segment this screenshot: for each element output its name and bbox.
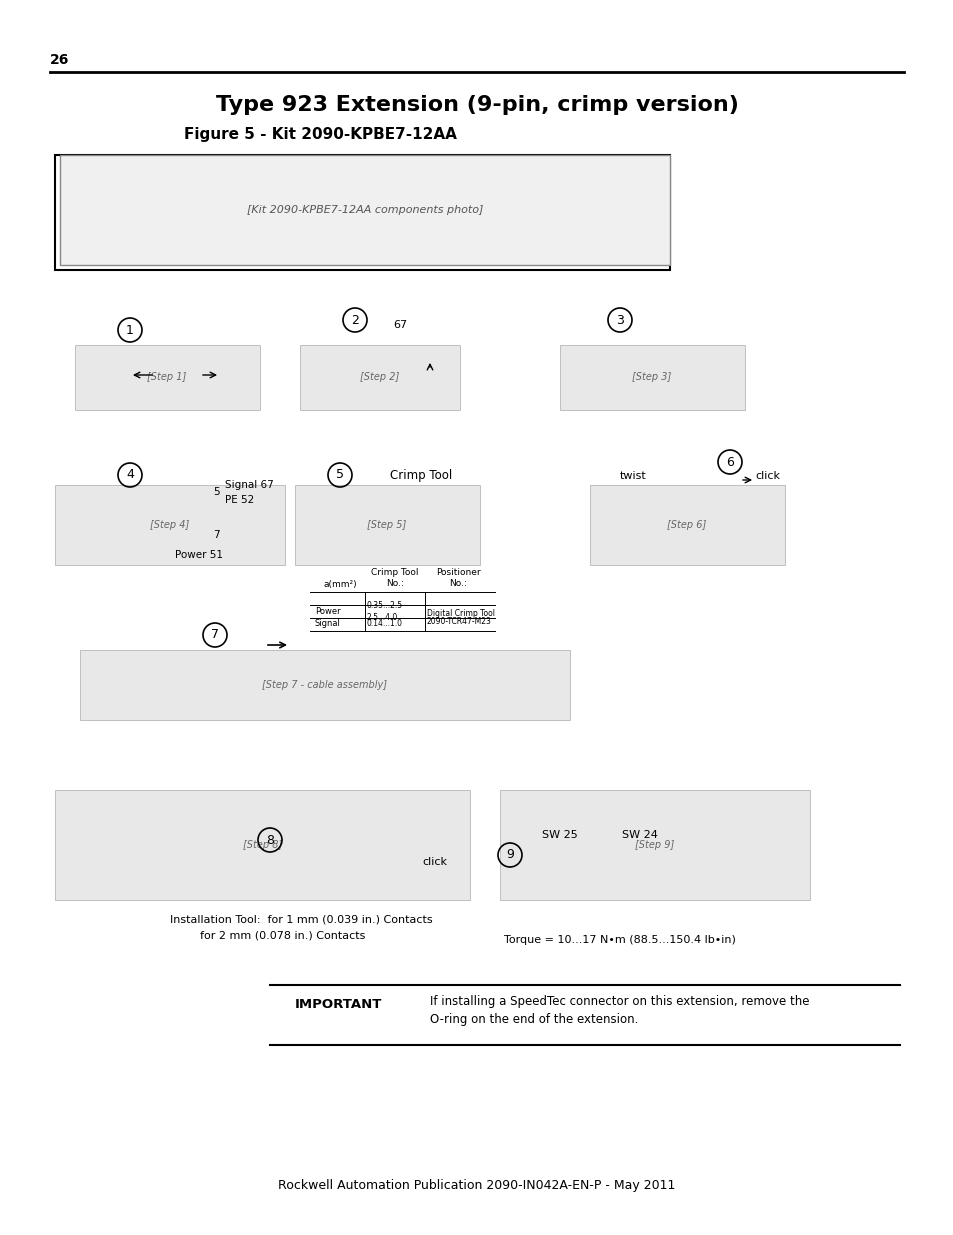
FancyBboxPatch shape — [559, 345, 744, 410]
Text: Crimp Tool: Crimp Tool — [390, 469, 452, 483]
FancyBboxPatch shape — [55, 485, 285, 564]
FancyBboxPatch shape — [55, 790, 470, 900]
Text: [Step 5]: [Step 5] — [367, 520, 406, 530]
Text: for 2 mm (0.078 in.) Contacts: for 2 mm (0.078 in.) Contacts — [200, 930, 365, 940]
Text: Power: Power — [314, 606, 340, 615]
Text: [Step 8]: [Step 8] — [243, 840, 282, 850]
Text: 7: 7 — [213, 530, 220, 540]
Text: 9: 9 — [505, 848, 514, 862]
Text: 2: 2 — [351, 314, 358, 326]
Text: Figure 5 - Kit 2090-KPBE7-12AA: Figure 5 - Kit 2090-KPBE7-12AA — [183, 127, 456, 142]
Text: 67: 67 — [393, 320, 407, 330]
Text: Crimp Tool
No.:: Crimp Tool No.: — [371, 568, 418, 588]
Text: SW 25: SW 25 — [541, 830, 578, 840]
Text: 26: 26 — [50, 53, 70, 67]
FancyBboxPatch shape — [75, 345, 260, 410]
Text: 8: 8 — [266, 834, 274, 846]
Text: Signal 67: Signal 67 — [225, 480, 274, 490]
Text: SW 24: SW 24 — [621, 830, 658, 840]
Text: [Step 3]: [Step 3] — [632, 372, 671, 382]
FancyBboxPatch shape — [589, 485, 784, 564]
Text: [Kit 2090-KPBE7-12AA components photo]: [Kit 2090-KPBE7-12AA components photo] — [247, 205, 482, 215]
Text: 0.35...2.5: 0.35...2.5 — [367, 601, 403, 610]
Text: 0.14...1.0: 0.14...1.0 — [367, 620, 402, 629]
Text: 4: 4 — [126, 468, 133, 482]
Text: Digital Crimp Tool: Digital Crimp Tool — [427, 610, 495, 619]
Text: [Step 9]: [Step 9] — [635, 840, 674, 850]
Text: Power 51: Power 51 — [174, 550, 223, 559]
Text: Signal: Signal — [314, 620, 340, 629]
Text: 5: 5 — [213, 487, 220, 496]
Text: click: click — [754, 471, 780, 480]
Text: Installation Tool:  for 1 mm (0.039 in.) Contacts: Installation Tool: for 1 mm (0.039 in.) … — [170, 915, 432, 925]
Text: 5: 5 — [335, 468, 344, 482]
Text: [Step 7 - cable assembly]: [Step 7 - cable assembly] — [262, 680, 387, 690]
Text: IMPORTANT: IMPORTANT — [294, 999, 382, 1011]
Text: PE 52: PE 52 — [225, 495, 254, 505]
Text: [Step 1]: [Step 1] — [147, 372, 187, 382]
Text: O-ring on the end of the extension.: O-ring on the end of the extension. — [430, 1014, 638, 1026]
FancyBboxPatch shape — [294, 485, 479, 564]
Text: click: click — [422, 857, 447, 867]
FancyBboxPatch shape — [55, 156, 669, 270]
Text: Torque = 10...17 N•m (88.5...150.4 lb•in): Torque = 10...17 N•m (88.5...150.4 lb•in… — [503, 935, 735, 945]
Text: Positioner
No.:: Positioner No.: — [436, 568, 479, 588]
Text: 1: 1 — [126, 324, 133, 336]
Text: If installing a SpeedTec connector on this extension, remove the: If installing a SpeedTec connector on th… — [430, 995, 809, 1009]
Text: 6: 6 — [725, 456, 733, 468]
Text: [Step 6]: [Step 6] — [667, 520, 706, 530]
FancyBboxPatch shape — [60, 156, 669, 266]
Text: 2090-TCR47-M23: 2090-TCR47-M23 — [427, 618, 492, 626]
FancyBboxPatch shape — [499, 790, 809, 900]
Text: Type 923 Extension (9-pin, crimp version): Type 923 Extension (9-pin, crimp version… — [215, 95, 738, 115]
Text: twist: twist — [619, 471, 646, 480]
Text: [Step 4]: [Step 4] — [151, 520, 190, 530]
FancyBboxPatch shape — [299, 345, 459, 410]
Text: 7: 7 — [211, 629, 219, 641]
Text: a(mm²): a(mm²) — [323, 580, 356, 589]
FancyBboxPatch shape — [80, 650, 569, 720]
Text: [Step 2]: [Step 2] — [360, 372, 399, 382]
Text: 3: 3 — [616, 314, 623, 326]
Text: Rockwell Automation Publication 2090-IN042A-EN-P - May 2011: Rockwell Automation Publication 2090-IN0… — [278, 1178, 675, 1192]
Text: 2.5...4.0: 2.5...4.0 — [367, 614, 397, 622]
